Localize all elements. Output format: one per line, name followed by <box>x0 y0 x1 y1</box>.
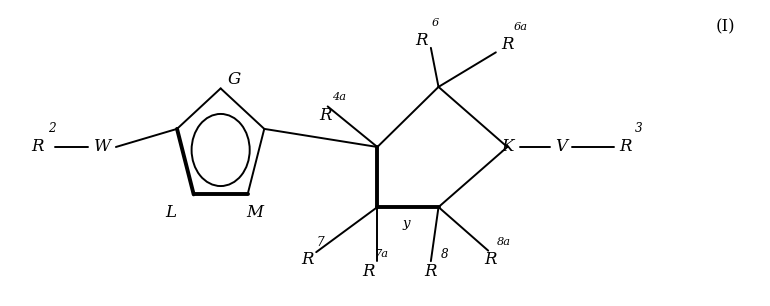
Text: 2: 2 <box>48 122 55 136</box>
Text: W: W <box>94 139 111 155</box>
Text: K: K <box>501 139 514 155</box>
Text: R: R <box>424 263 437 280</box>
Text: R: R <box>501 36 514 53</box>
Text: 7a: 7a <box>375 249 389 259</box>
Text: R: R <box>301 251 313 268</box>
Text: 8: 8 <box>440 248 448 261</box>
Text: 4a: 4a <box>332 92 346 103</box>
Text: 6: 6 <box>432 18 439 28</box>
Text: R: R <box>32 139 44 155</box>
Text: R: R <box>362 263 374 280</box>
Text: G: G <box>228 71 241 88</box>
Text: y: y <box>403 217 410 230</box>
Text: R: R <box>619 139 631 155</box>
Text: 3: 3 <box>635 122 643 136</box>
Text: 7: 7 <box>317 236 325 249</box>
Text: R: R <box>484 251 497 268</box>
Text: V: V <box>555 139 567 155</box>
Text: R: R <box>416 32 428 49</box>
Text: (I): (I) <box>715 18 735 35</box>
Text: M: M <box>246 204 264 221</box>
Text: 8a: 8a <box>497 237 511 247</box>
Text: L: L <box>166 204 176 221</box>
Text: R: R <box>319 107 332 124</box>
Text: 6a: 6a <box>514 22 528 32</box>
